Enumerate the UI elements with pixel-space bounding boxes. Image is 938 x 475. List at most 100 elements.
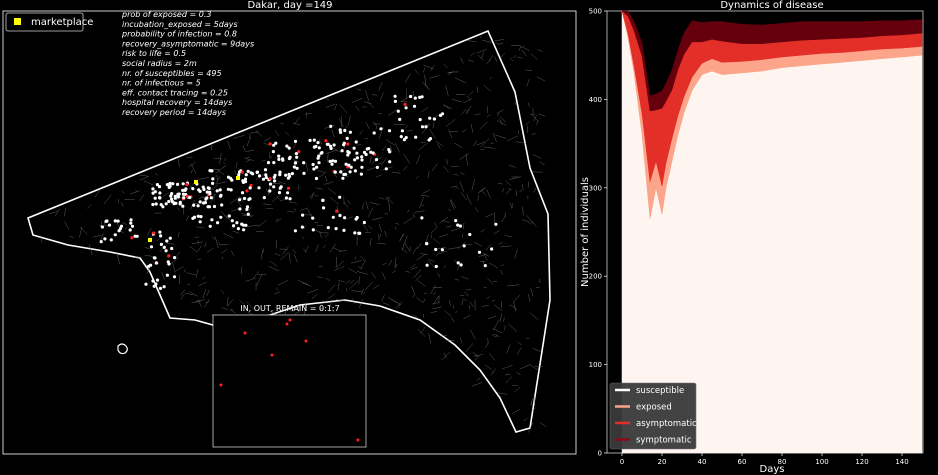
road-segment: [197, 240, 199, 244]
road-segment: [319, 171, 327, 178]
road-segment: [474, 355, 478, 361]
individual: [285, 144, 289, 148]
road-segment: [388, 108, 399, 116]
road-segment: [501, 188, 504, 193]
road-segment: [439, 216, 449, 224]
road-segment: [509, 57, 514, 62]
road-segment: [269, 152, 271, 159]
individual: [490, 247, 494, 251]
road-segment: [375, 123, 377, 130]
individual: [388, 160, 392, 164]
road-segment: [245, 301, 254, 310]
road-segment: [378, 233, 382, 241]
road-segment: [517, 347, 522, 355]
individual: [360, 155, 364, 159]
road-segment: [233, 230, 240, 234]
road-segment: [180, 293, 186, 300]
road-segment: [94, 188, 101, 197]
road-segment: [315, 244, 319, 253]
road-segment: [166, 242, 175, 245]
road-segment: [483, 286, 487, 288]
road-segment: [439, 250, 447, 255]
individual: [226, 187, 230, 191]
road-segment: [139, 194, 145, 202]
individual: [440, 248, 444, 252]
individual: [208, 224, 212, 228]
road-segment: [500, 116, 507, 123]
road-segment: [492, 328, 503, 334]
individual: [268, 189, 272, 193]
road-segment: [198, 177, 210, 180]
individual: [384, 167, 388, 171]
individual: [459, 263, 463, 267]
road-segment: [405, 125, 409, 129]
road-segment: [190, 163, 197, 174]
individual: [238, 207, 242, 211]
road-segment: [365, 200, 369, 210]
individual: [353, 169, 357, 173]
individual: [398, 117, 402, 121]
road-segment: [325, 97, 329, 101]
road-segment: [427, 259, 436, 269]
individual: [316, 141, 320, 145]
individual: [360, 165, 364, 169]
road-segment: [512, 294, 521, 303]
individual: [158, 230, 162, 234]
road-segment: [382, 302, 391, 306]
road-segment: [364, 137, 369, 140]
individual: [238, 198, 242, 202]
road-segment: [382, 262, 387, 266]
road-segment: [441, 220, 450, 223]
individual: [248, 186, 252, 190]
road-segment: [130, 190, 141, 195]
road-segment: [526, 78, 530, 87]
individual: [367, 146, 371, 151]
road-segment: [493, 230, 500, 235]
legend-label-susceptible: susceptible: [636, 386, 684, 396]
road-segment: [391, 270, 396, 274]
road-segment: [237, 200, 242, 207]
road-segment: [486, 114, 491, 118]
road-segment: [448, 129, 453, 139]
road-segment: [191, 241, 203, 245]
inset-infected-point: [356, 438, 360, 442]
individual: [349, 165, 353, 169]
individual: [263, 168, 268, 172]
infected-individual: [185, 194, 189, 198]
road-segment: [534, 365, 543, 368]
individual: [218, 188, 222, 192]
road-segment: [364, 101, 372, 105]
road-segment: [416, 154, 421, 164]
individual: [287, 172, 291, 177]
road-segment: [521, 184, 524, 189]
road-segment: [520, 46, 525, 48]
road-segment: [327, 188, 337, 195]
road-segment: [220, 249, 228, 254]
individual: [315, 165, 319, 169]
individual: [226, 175, 231, 179]
road-segment: [460, 192, 468, 201]
road-segment: [185, 292, 194, 296]
road-segment: [317, 170, 325, 173]
road-segment: [256, 274, 262, 286]
road-segment: [349, 280, 359, 290]
individual: [409, 94, 413, 99]
individual: [375, 165, 379, 169]
road-segment: [345, 280, 351, 284]
individual: [164, 202, 168, 206]
individual: [246, 212, 250, 216]
infected-individual: [167, 254, 171, 258]
road-segment: [318, 307, 324, 311]
inset-title: IN, OUT, REMAIN = 0:1:7: [240, 304, 339, 313]
individual: [208, 190, 212, 194]
y-tick-label: 200: [589, 273, 602, 281]
road-segment: [379, 197, 384, 200]
individual: [242, 228, 246, 232]
individual: [364, 152, 368, 157]
road-segment: [476, 377, 481, 381]
x-tick-label: 40: [698, 458, 707, 466]
road-segment: [269, 155, 272, 160]
road-segment: [403, 153, 411, 164]
road-segment: [462, 129, 467, 133]
